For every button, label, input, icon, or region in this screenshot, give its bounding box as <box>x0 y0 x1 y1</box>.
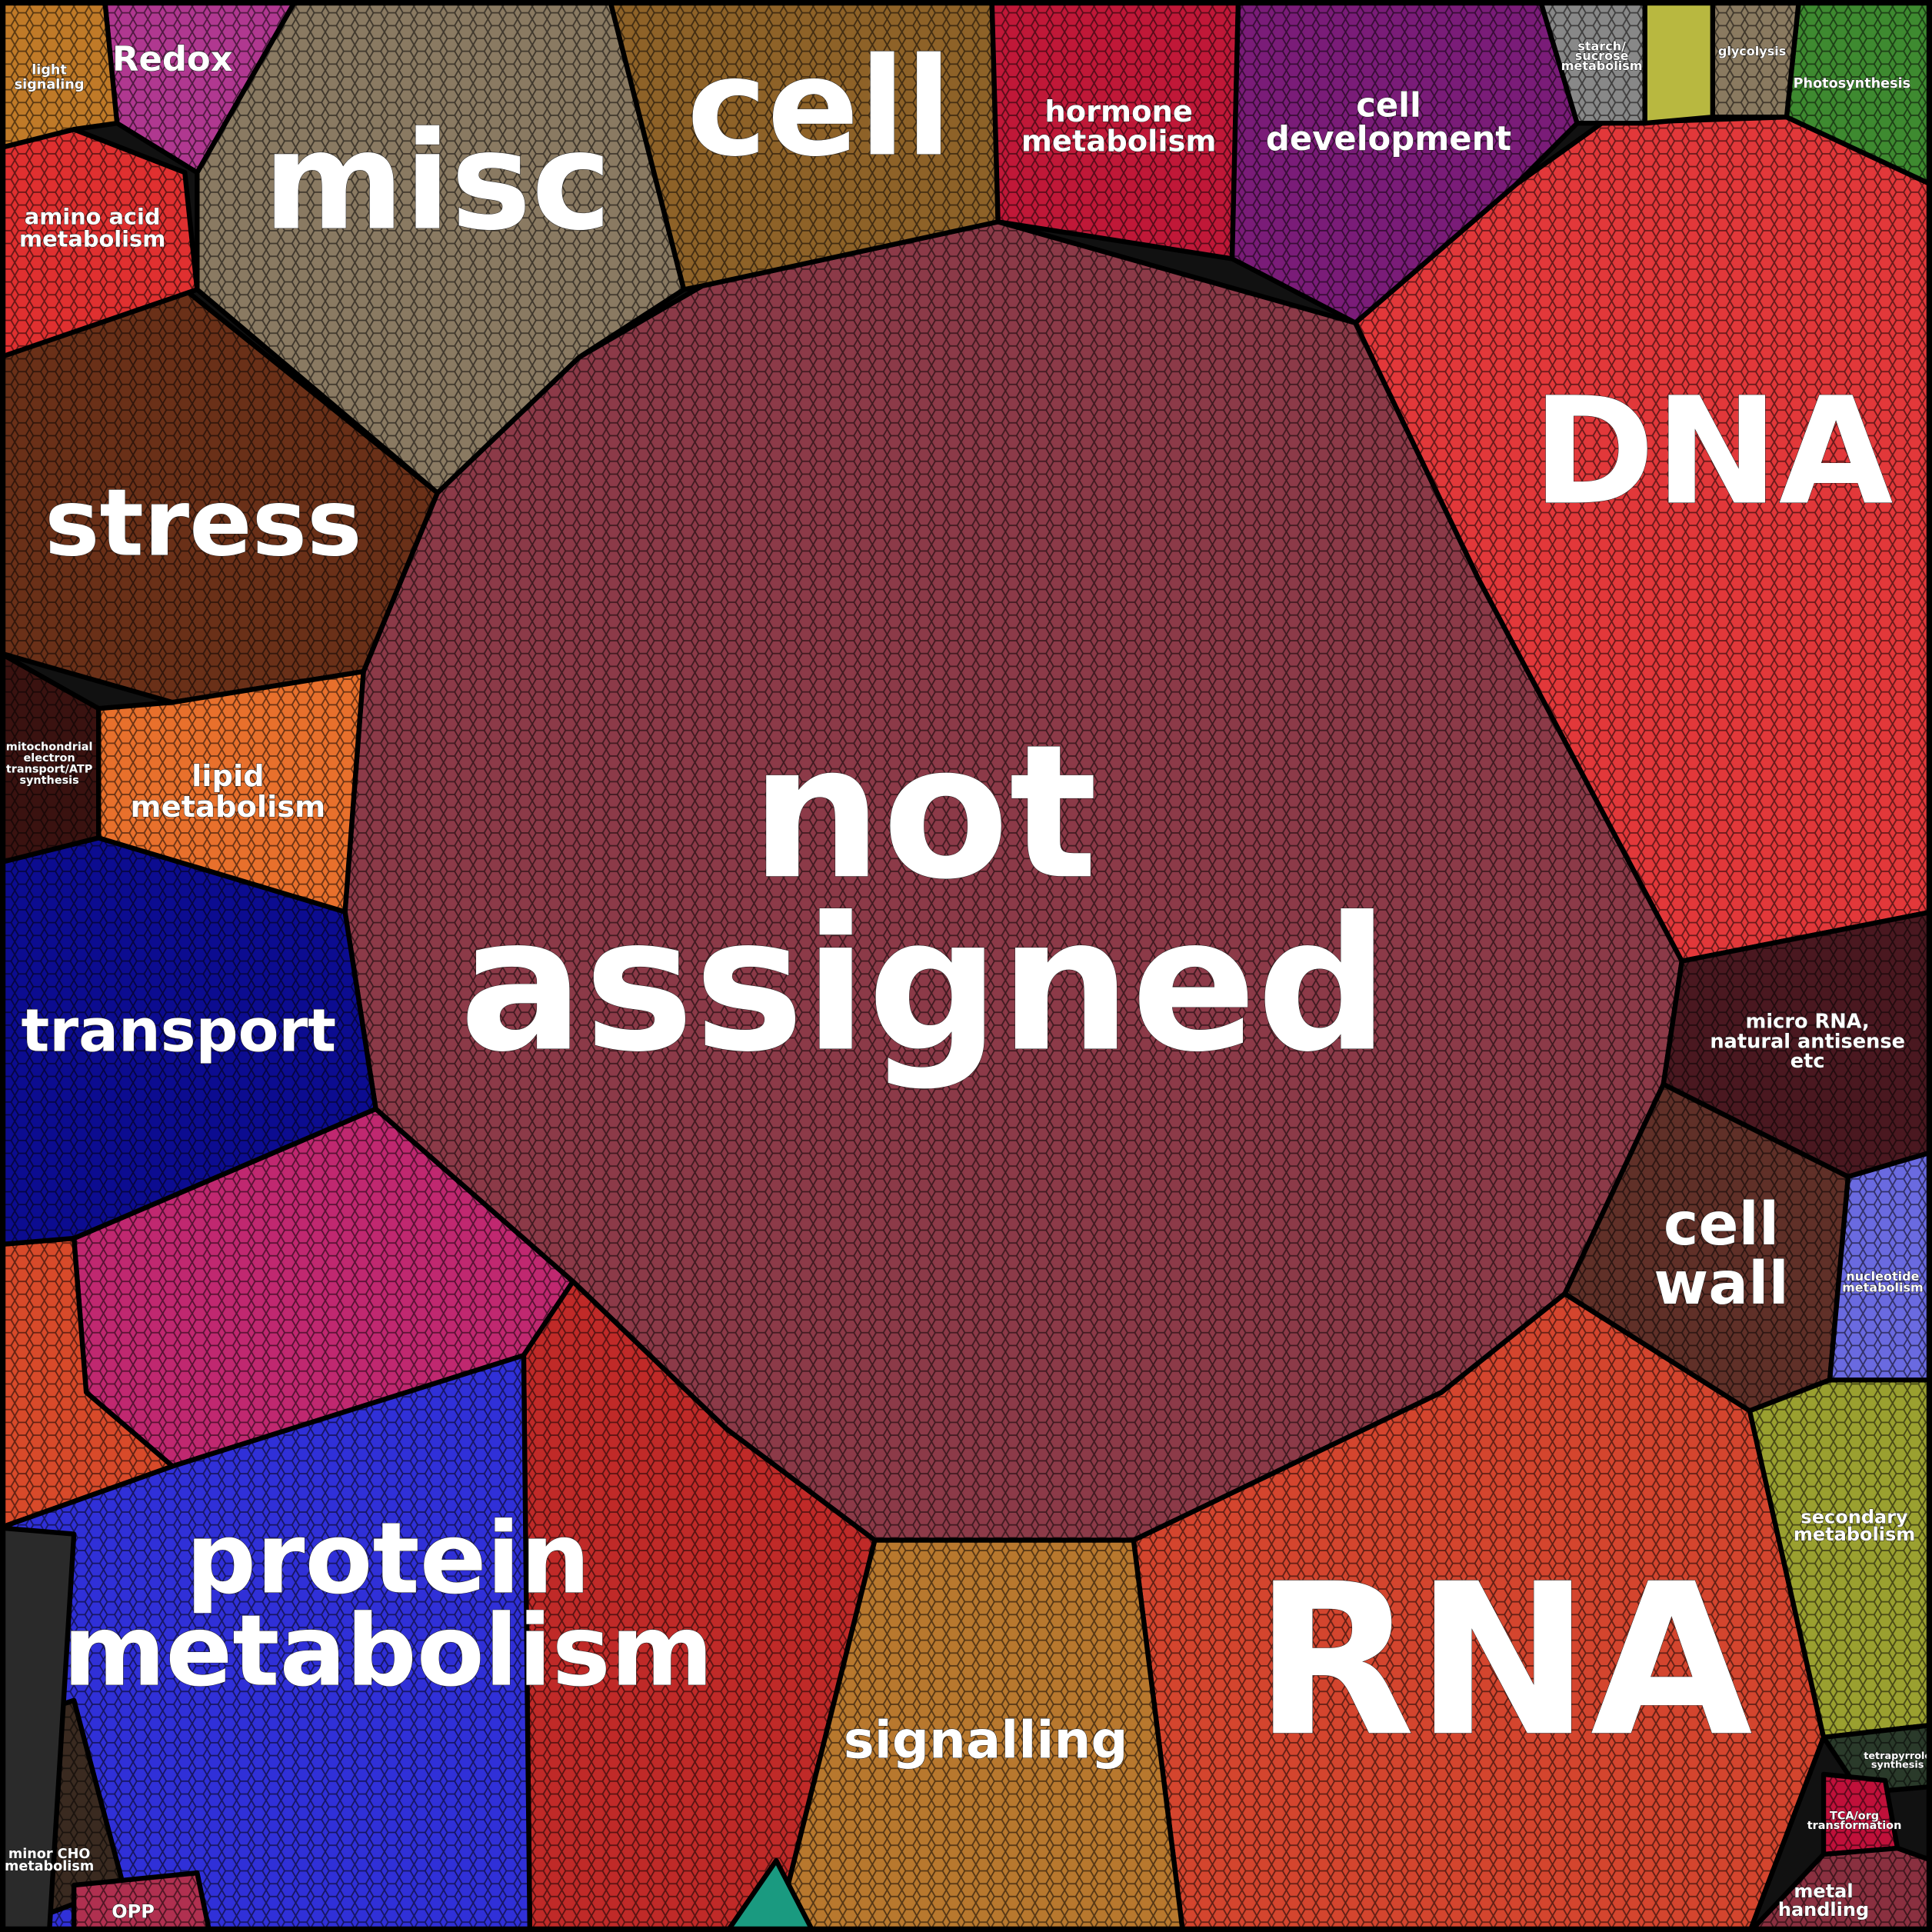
region-label: synthesis <box>1871 1759 1924 1770</box>
region-label: amino acid <box>25 204 161 230</box>
region-label: etc <box>1790 1050 1825 1073</box>
region-texture <box>0 289 438 703</box>
extra-regions <box>0 0 1716 1932</box>
region-texture <box>0 0 118 148</box>
region-texture <box>98 671 364 912</box>
region-label: synthesis <box>19 774 78 787</box>
region-label: nucleotide <box>1846 1269 1919 1284</box>
region-label: metabolism <box>1561 58 1643 73</box>
region-label: misc <box>263 102 611 261</box>
region-texture <box>1749 1848 1932 1932</box>
region-texture <box>0 1355 530 1932</box>
region-label: Photosynthesis <box>1794 76 1910 92</box>
region-label: cell <box>1356 87 1421 125</box>
region-texture <box>1564 1084 1849 1411</box>
region-label: protein <box>185 1502 590 1617</box>
region-label: Redox <box>112 38 233 79</box>
region-label: natural antisense <box>1710 1030 1905 1053</box>
region-label: secondary <box>1800 1507 1908 1528</box>
region-label: sucrose <box>1575 48 1629 63</box>
region-label: development <box>1266 120 1511 158</box>
region-label: mitochondrial <box>6 741 93 754</box>
region <box>724 1857 816 1932</box>
region-label: RNA <box>1254 1539 1754 1783</box>
region-label: cell <box>1664 1191 1779 1259</box>
region-label: transport <box>22 998 337 1066</box>
region-texture <box>105 0 296 173</box>
region-texture <box>0 1238 173 1528</box>
region-label: signaling <box>15 78 85 93</box>
region-label: micro RNA, <box>1746 1011 1870 1034</box>
region-label: metabolism <box>1021 124 1217 158</box>
region-texture <box>0 129 198 358</box>
region-label: DNA <box>1532 366 1893 538</box>
region-texture <box>0 653 99 863</box>
region-texture <box>1830 1151 1932 1381</box>
region-texture <box>1824 1774 1898 1855</box>
region-label: metabolism <box>63 1594 714 1709</box>
region-label: handling <box>1778 1899 1869 1920</box>
region-label: light <box>32 62 67 78</box>
region-texture <box>1540 0 1645 124</box>
region-label: metabolism <box>1842 1280 1924 1294</box>
region-label: metabolism <box>5 1859 94 1874</box>
region-texture <box>345 222 1682 1541</box>
region-label: stress <box>45 470 362 578</box>
region-texture <box>1663 911 1932 1177</box>
region-label: assigned <box>459 878 1389 1093</box>
region-texture <box>991 0 1239 259</box>
region-texture <box>1786 0 1932 185</box>
region-texture <box>1133 1294 1824 1932</box>
region-label: metal <box>1794 1880 1853 1902</box>
region-label: OPP <box>112 1900 155 1922</box>
region-label: tetrapyrrole <box>1864 1750 1931 1762</box>
region-texture <box>74 1873 210 1932</box>
region-label: hormone <box>1044 95 1193 129</box>
region-label: transformation <box>1807 1820 1902 1832</box>
region-texture <box>1232 0 1577 323</box>
region-texture <box>0 838 376 1245</box>
region-label: signalling <box>844 1710 1128 1770</box>
region-label: metabolism <box>131 790 326 824</box>
region-texture <box>1749 1380 1932 1737</box>
region-label: electron <box>23 752 75 764</box>
region-label: not <box>751 705 1098 920</box>
region-label: metabolism <box>19 225 165 251</box>
region-texture <box>776 1540 1183 1932</box>
region-texture <box>1712 0 1799 118</box>
region-label: TCA/org <box>1830 1810 1879 1822</box>
region-label: cell <box>687 28 952 187</box>
region-texture <box>610 0 998 290</box>
region-label: transport/ATP <box>6 763 92 775</box>
region-label: minor CHO <box>8 1847 90 1862</box>
region-label: metabolism <box>1794 1524 1915 1545</box>
region-texture <box>523 1281 875 1932</box>
region <box>1642 0 1716 126</box>
region-label: glycolysis <box>1718 44 1786 58</box>
region-texture <box>197 0 685 493</box>
region-label: starch/ <box>1577 38 1626 53</box>
region-label: lipid <box>192 759 265 794</box>
region-texture <box>1355 117 1932 961</box>
region <box>0 1525 77 1932</box>
region-label: wall <box>1654 1250 1789 1318</box>
